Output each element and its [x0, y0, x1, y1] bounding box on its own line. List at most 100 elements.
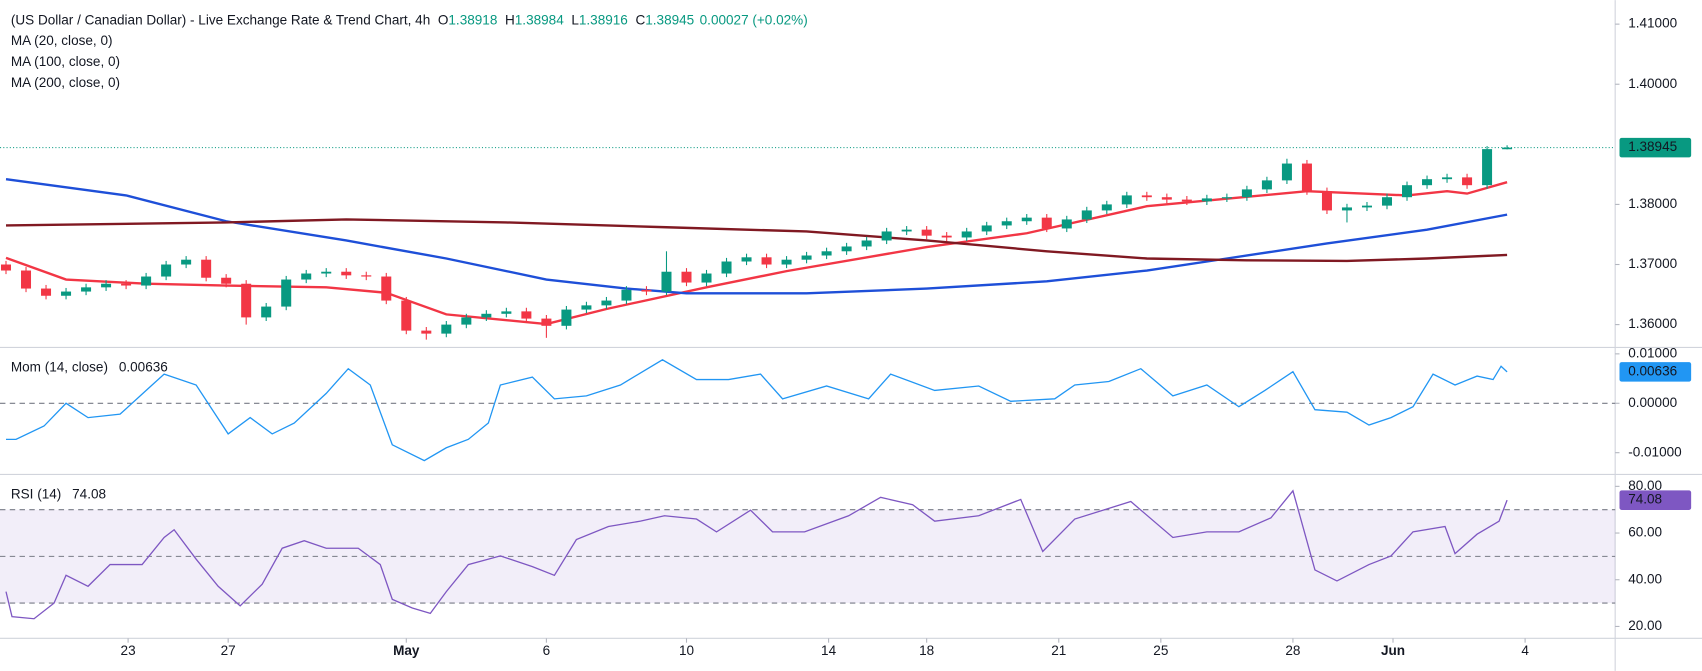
x-tick-label: 14	[821, 643, 837, 658]
indicator-value: 0.00636	[119, 360, 168, 375]
x-tick-label: 18	[919, 643, 934, 658]
candle-body	[141, 276, 152, 286]
y-tick-label: 0.00000	[1628, 395, 1677, 410]
moving-average-line	[5, 218, 1508, 263]
candle-body	[541, 318, 552, 326]
ohlc-label: H	[505, 12, 515, 27]
indicator-tag	[1619, 490, 1692, 510]
y-tick-label: 1.40000	[1628, 76, 1677, 91]
x-tick-label: 21	[1051, 643, 1066, 658]
y-tick-label: 0.01000	[1628, 345, 1677, 360]
candle-body	[181, 259, 192, 265]
candle-body	[1101, 204, 1112, 211]
ohlc-label: O	[438, 12, 449, 27]
y-tick-label: 1.37000	[1628, 256, 1677, 271]
y-tick-label: 1.38000	[1628, 196, 1677, 211]
candle-body	[1241, 189, 1252, 198]
candle-body	[501, 311, 512, 314]
candle-body	[901, 229, 912, 232]
candle-body	[1482, 149, 1493, 186]
candle-body	[1301, 163, 1312, 192]
candle-body	[1221, 197, 1232, 199]
candle-body	[201, 259, 212, 278]
candle-body	[641, 289, 652, 292]
candle-body	[1201, 198, 1212, 202]
candle-body	[601, 300, 612, 306]
candle-body	[781, 259, 792, 265]
x-tick-label: 25	[1153, 643, 1168, 658]
x-tick-label: May	[393, 643, 420, 658]
candle-body	[101, 283, 112, 288]
candle-body	[701, 273, 712, 283]
candle-body	[1141, 195, 1152, 198]
candle-body	[761, 257, 772, 265]
x-tick-label: 10	[679, 643, 694, 658]
candle-body	[401, 300, 412, 331]
x-tick-label: Jun	[1381, 643, 1405, 658]
indicator-title: RSI (14)	[11, 487, 61, 502]
indicator-tag-label: 74.08	[1628, 492, 1662, 507]
candle-body	[861, 240, 872, 247]
candle-body	[1402, 185, 1413, 198]
candle-body	[81, 287, 92, 292]
candle-body	[1502, 147, 1513, 150]
candle-body	[1181, 199, 1192, 202]
candle-body	[1041, 217, 1052, 229]
candle-body	[41, 288, 52, 296]
y-tick-label: 20.00	[1628, 618, 1662, 633]
last-price-label: 1.38945	[1628, 139, 1677, 154]
header: (US Dollar / Canadian Dollar) - Live Exc…	[11, 12, 808, 27]
candle-body	[1462, 177, 1473, 186]
x-tick-label: 27	[221, 643, 236, 658]
candle-body	[821, 251, 832, 256]
candle-body	[981, 225, 992, 232]
header-title: (US Dollar / Canadian Dollar) - Live Exc…	[11, 12, 430, 27]
y-tick-label: 60.00	[1628, 525, 1662, 540]
y-tick-label: -0.01000	[1628, 444, 1681, 459]
candle-body	[1161, 197, 1172, 200]
ohlc-value: 1.38945	[645, 12, 694, 27]
indicator-value: 74.08	[72, 487, 106, 502]
candle-body	[121, 283, 132, 286]
candle-body	[1341, 207, 1352, 211]
ohlc-value: 1.38916	[579, 12, 628, 27]
moving-average-line	[5, 177, 1508, 295]
indicator-tag-label: 0.00636	[1628, 363, 1677, 378]
candle-body	[801, 255, 812, 260]
last-price-tag	[1619, 137, 1692, 158]
candle-body	[441, 324, 452, 334]
candle-body	[941, 235, 952, 238]
candle-body	[301, 273, 312, 280]
candle-body	[921, 229, 932, 236]
candle-body	[381, 276, 392, 301]
y-tick-label: 1.36000	[1628, 316, 1677, 331]
y-tick-label: 80.00	[1628, 478, 1662, 493]
indicator-title: Mom (14, close)	[11, 360, 108, 375]
candle-body	[661, 271, 672, 292]
candle-body	[1361, 205, 1372, 208]
ohlc-label: L	[571, 12, 579, 27]
legend-entry: MA (200, close, 0)	[11, 75, 120, 90]
ohlc-value: 1.38984	[515, 12, 564, 27]
candle-body	[1281, 163, 1292, 181]
candle-body	[421, 330, 432, 334]
candle-body	[161, 264, 172, 277]
candle-body	[621, 289, 632, 301]
candle-body	[1442, 177, 1453, 180]
candle-body	[741, 257, 752, 262]
x-tick-label: 6	[543, 643, 551, 658]
candle-body	[241, 283, 252, 318]
candle-body	[561, 309, 572, 326]
candle-body	[581, 305, 592, 310]
legend-entry: MA (100, close, 0)	[11, 54, 120, 69]
x-tick-label: 28	[1285, 643, 1300, 658]
candle-body	[361, 275, 372, 277]
candle-body	[281, 279, 292, 307]
indicator-tag	[1619, 362, 1692, 382]
candle-body	[1381, 197, 1393, 206]
ohlc-value: 1.38918	[448, 12, 497, 27]
candle-body	[521, 311, 532, 319]
candle-body	[1021, 217, 1032, 222]
